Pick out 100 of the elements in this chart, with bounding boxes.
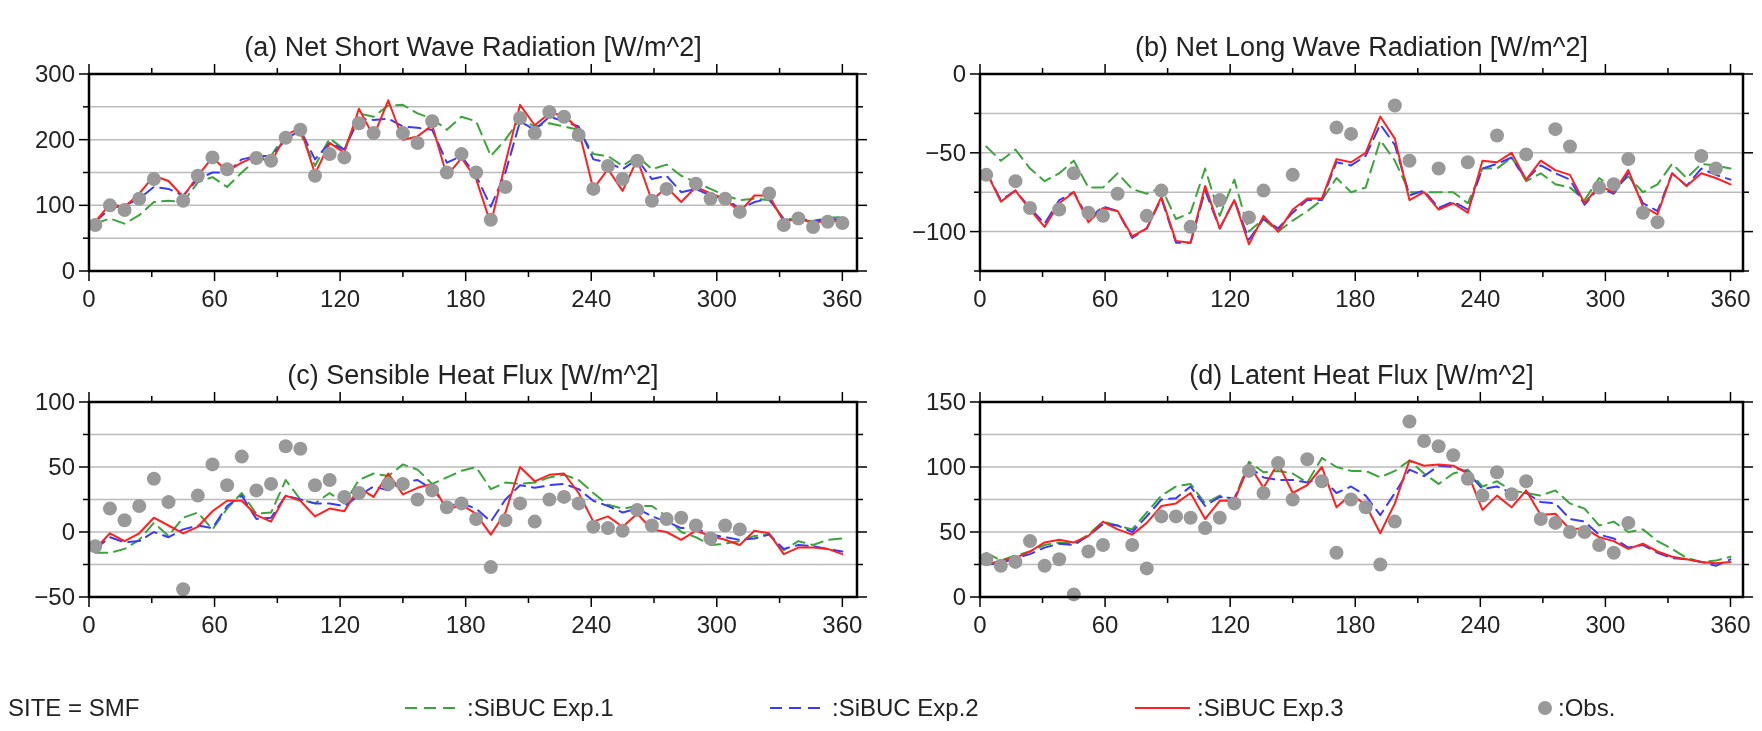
point xyxy=(513,496,528,511)
point xyxy=(1475,488,1490,503)
point xyxy=(1387,98,1402,113)
point xyxy=(1110,186,1125,201)
point xyxy=(1562,525,1577,539)
point xyxy=(264,476,279,491)
point xyxy=(1125,538,1140,552)
point xyxy=(1431,161,1446,176)
point xyxy=(1329,545,1344,560)
point xyxy=(718,191,733,206)
point xyxy=(454,496,469,511)
point xyxy=(220,478,235,493)
point xyxy=(483,560,498,575)
point xyxy=(1621,515,1636,530)
legend-label: :Obs. xyxy=(1558,694,1616,721)
x-tick-label: 0 xyxy=(973,611,987,638)
x-tick-label: 360 xyxy=(822,611,863,638)
point xyxy=(1212,193,1227,208)
point xyxy=(264,153,279,168)
point xyxy=(117,513,132,528)
x-tick-label: 180 xyxy=(1335,285,1376,312)
point xyxy=(395,126,410,141)
point xyxy=(1606,177,1621,192)
x-tick-label: 60 xyxy=(201,611,228,638)
point xyxy=(454,147,469,162)
point xyxy=(762,186,777,201)
chart-title: (d) Latent Heat Flux [W/m^2] xyxy=(1189,360,1534,390)
point xyxy=(1008,554,1023,569)
point xyxy=(1285,492,1300,507)
point xyxy=(1052,202,1067,217)
y-tick-label: 300 xyxy=(34,60,75,87)
point xyxy=(703,531,718,546)
point xyxy=(1621,152,1636,167)
point xyxy=(776,218,791,233)
point xyxy=(190,488,205,503)
point xyxy=(586,519,601,534)
point xyxy=(249,483,264,498)
point xyxy=(1344,492,1359,507)
x-tick-label: 300 xyxy=(696,285,737,312)
point xyxy=(542,105,557,120)
x-tick-label: 240 xyxy=(571,611,612,638)
chart-title: (b) Net Long Wave Radiation [W/m^2] xyxy=(1135,32,1588,62)
point xyxy=(1081,205,1096,220)
chart-title: (c) Sensible Heat Flux [W/m^2] xyxy=(287,360,659,390)
point xyxy=(1519,147,1534,162)
point xyxy=(1023,534,1038,549)
point xyxy=(1271,456,1286,471)
point xyxy=(1635,205,1650,220)
point xyxy=(469,165,484,180)
point xyxy=(630,502,645,517)
point xyxy=(1446,448,1461,463)
point xyxy=(1490,128,1505,143)
point xyxy=(102,198,117,213)
x-tick-label: 300 xyxy=(1585,285,1626,312)
y-tick-label: 0 xyxy=(952,60,966,87)
x-tick-label: 180 xyxy=(1335,611,1376,638)
point xyxy=(542,492,557,507)
point xyxy=(205,457,220,472)
point xyxy=(425,483,440,498)
point xyxy=(1256,183,1271,198)
point xyxy=(1139,208,1154,223)
point xyxy=(249,151,264,166)
x-tick-label: 240 xyxy=(1460,285,1501,312)
point xyxy=(1198,521,1213,536)
x-tick-label: 120 xyxy=(320,285,361,312)
point xyxy=(791,211,806,226)
point xyxy=(1023,200,1038,215)
point xyxy=(439,500,454,515)
point xyxy=(674,510,689,525)
line-series xyxy=(985,139,1732,233)
point xyxy=(1490,465,1505,480)
point xyxy=(278,439,293,454)
y-tick-label: 150 xyxy=(925,388,966,415)
y-tick-label: −50 xyxy=(925,138,966,166)
point xyxy=(1431,439,1446,454)
point xyxy=(644,518,659,533)
y-tick-label: 50 xyxy=(48,453,75,480)
legend-label: :SiBUC Exp.2 xyxy=(832,694,979,721)
point xyxy=(337,489,352,504)
point xyxy=(993,558,1008,573)
point xyxy=(732,522,747,537)
point xyxy=(644,193,659,208)
point xyxy=(190,168,205,183)
point xyxy=(1154,509,1169,524)
point xyxy=(1592,538,1607,552)
point xyxy=(1606,545,1621,560)
text: SITE = SMF xyxy=(8,694,140,721)
point xyxy=(161,495,176,510)
point xyxy=(1168,509,1183,524)
point xyxy=(88,539,103,554)
point xyxy=(1650,215,1665,230)
point xyxy=(732,204,747,219)
x-tick-label: 0 xyxy=(973,285,987,312)
point xyxy=(205,150,220,165)
x-tick-label: 120 xyxy=(1210,611,1251,638)
point xyxy=(234,449,249,464)
legend-label: :SiBUC Exp.1 xyxy=(467,694,614,721)
point xyxy=(979,552,994,567)
point xyxy=(557,489,572,504)
x-tick-label: 180 xyxy=(445,611,486,638)
